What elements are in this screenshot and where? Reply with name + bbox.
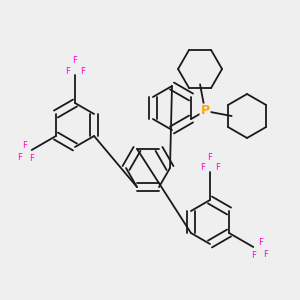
Text: F: F bbox=[73, 56, 77, 65]
Text: F: F bbox=[263, 250, 268, 259]
Text: F: F bbox=[215, 164, 220, 172]
Text: F: F bbox=[251, 251, 256, 260]
Text: F: F bbox=[29, 154, 34, 163]
Text: P: P bbox=[200, 104, 210, 118]
Text: F: F bbox=[200, 164, 205, 172]
Text: F: F bbox=[208, 153, 212, 162]
Text: F: F bbox=[65, 67, 70, 76]
Text: F: F bbox=[17, 153, 22, 162]
Text: F: F bbox=[80, 67, 85, 76]
Text: F: F bbox=[258, 238, 263, 247]
Text: F: F bbox=[22, 141, 27, 150]
